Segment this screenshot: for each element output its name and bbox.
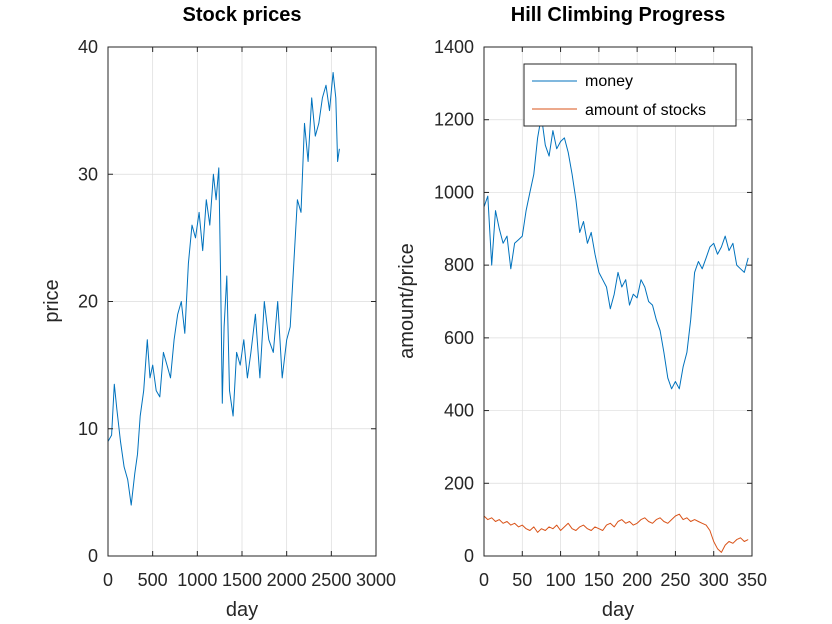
tick-marks: [107, 46, 377, 557]
x-tick-label: 1000: [177, 570, 217, 590]
x-tick-label: 1500: [222, 570, 262, 590]
hill-climbing-axes: 0 50 100 150 200 250 300 350 0 200 400 600 800 1000 12…: [396, 4, 767, 621]
series-layer: [107, 72, 340, 506]
y-axis-label: price: [41, 279, 63, 322]
x-tick-label: 250: [660, 570, 690, 590]
x-tick-label: 2000: [267, 570, 307, 590]
legend-box: [523, 63, 737, 127]
x-tick-label: 3000: [356, 570, 396, 590]
y-tick-label: 1200: [434, 110, 474, 130]
y-tick-label: 400: [444, 401, 474, 421]
x-tick-label: 500: [138, 570, 168, 590]
series-line-0: [107, 72, 340, 506]
y-tick-label: 0: [88, 546, 98, 566]
y-tick-label: 40: [78, 37, 98, 57]
axes-frame: [483, 46, 753, 557]
x-tick-label: 2500: [311, 570, 351, 590]
y-tick-label: 200: [444, 473, 474, 493]
y-tick-label: 600: [444, 328, 474, 348]
chart-title: Hill Climbing Progress: [511, 4, 725, 26]
y-tick-label: 30: [78, 164, 98, 184]
legend-label-amount-of-stocks: amount of stocks: [585, 102, 706, 119]
series-line-amount-of-stocks: [483, 513, 749, 553]
series-layer: [483, 115, 749, 553]
x-tick-label: 0: [479, 570, 489, 590]
legend: money amount of stocks: [523, 63, 737, 127]
plot-area-background: [484, 47, 752, 556]
y-tick-label: 20: [78, 292, 98, 312]
stock-prices-axes: 0 500 1000 1500 2000 2500 3000 0 10 20 30 40 Stock …: [41, 4, 396, 621]
x-tick-label: 150: [584, 570, 614, 590]
x-tick-label: 50: [512, 570, 532, 590]
x-tick-label: 300: [699, 570, 729, 590]
tick-marks: [483, 46, 753, 557]
chart-title: Stock prices: [183, 4, 302, 26]
y-tick-label: 1000: [434, 182, 474, 202]
series-line-money: [483, 115, 749, 390]
x-tick-label: 100: [546, 570, 576, 590]
tick-labels: 0 50 100 150 200 250 300 350 0 200 400 600 800 1000 12…: [434, 37, 767, 590]
x-tick-label: 200: [622, 570, 652, 590]
y-tick-label: 800: [444, 255, 474, 275]
tick-labels: 0 500 1000 1500 2000 2500 3000 0 10 20 30 40: [78, 37, 396, 590]
x-tick-label: 0: [103, 570, 113, 590]
y-tick-label: 0: [464, 546, 474, 566]
x-axis-label: day: [226, 599, 258, 621]
x-axis-label: day: [602, 599, 634, 621]
y-tick-label: 1400: [434, 37, 474, 57]
x-tick-label: 350: [737, 570, 767, 590]
y-axis-label: amount/price: [396, 243, 418, 359]
y-tick-label: 10: [78, 419, 98, 439]
legend-label-money: money: [585, 73, 633, 90]
